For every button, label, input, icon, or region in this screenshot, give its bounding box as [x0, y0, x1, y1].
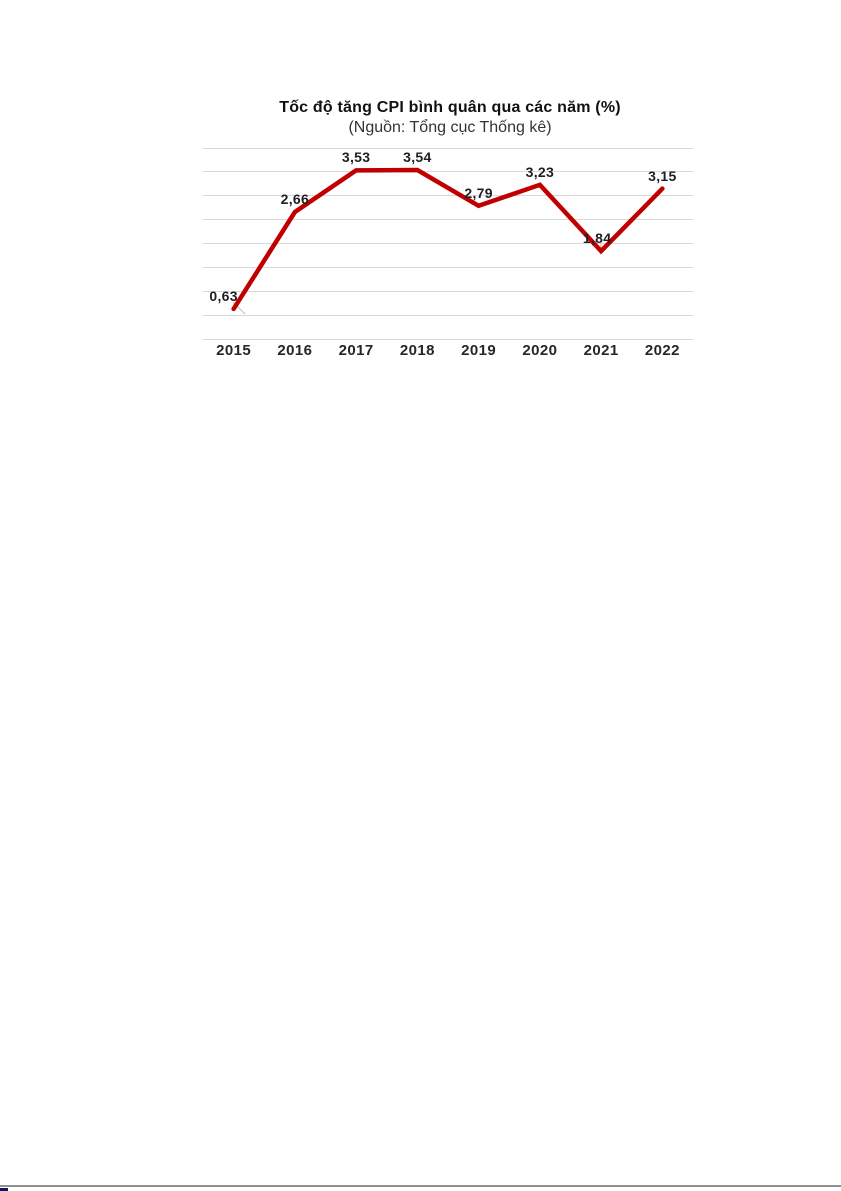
- x-axis-label-2022: 2022: [644, 342, 680, 359]
- x-axis-label-2015: 2015: [216, 342, 252, 359]
- chart-subtitle: (Nguồn: Tổng cục Thống kê): [348, 119, 552, 136]
- x-axis-label-2018: 2018: [399, 342, 435, 359]
- data-label-2017: 3,53: [341, 149, 371, 166]
- x-axis-label-2019: 2019: [461, 342, 497, 359]
- gridline: [203, 195, 693, 197]
- x-axis-label-2021: 2021: [583, 342, 619, 359]
- data-label-2015: 0,63: [209, 287, 238, 304]
- data-label-2022: 3,15: [648, 167, 677, 184]
- data-label-2021: 1,84: [582, 230, 612, 247]
- gridline: [203, 314, 693, 316]
- page-bottom-rule: [0, 1185, 841, 1187]
- page-bottom-dash: [0, 1188, 8, 1191]
- data-label-2018: 3,54: [403, 148, 432, 165]
- data-label-2016: 2,66: [280, 190, 310, 207]
- gridline: [203, 219, 693, 221]
- plot-area: 0,63 2,66 3,53 3,54 2,79 3,23 1,84 3,15: [203, 147, 693, 340]
- data-label-2019: 2,79: [464, 184, 493, 201]
- chart-title: Tốc độ tăng CPI bình quân qua các năm (%…: [279, 99, 621, 116]
- gridline: [203, 171, 693, 173]
- gridline: [203, 266, 693, 268]
- x-axis-label-2020: 2020: [522, 342, 558, 359]
- x-axis-label-2017: 2017: [338, 342, 374, 359]
- gridline: [203, 290, 693, 292]
- line-chart-svg: [231, 167, 665, 315]
- gridline: [203, 147, 693, 149]
- x-axis-label-2016: 2016: [277, 342, 313, 359]
- gridline: [203, 243, 693, 244]
- data-label-2020: 3,23: [525, 163, 555, 180]
- cpi-data-line: [231, 167, 665, 312]
- gridline: [203, 338, 693, 340]
